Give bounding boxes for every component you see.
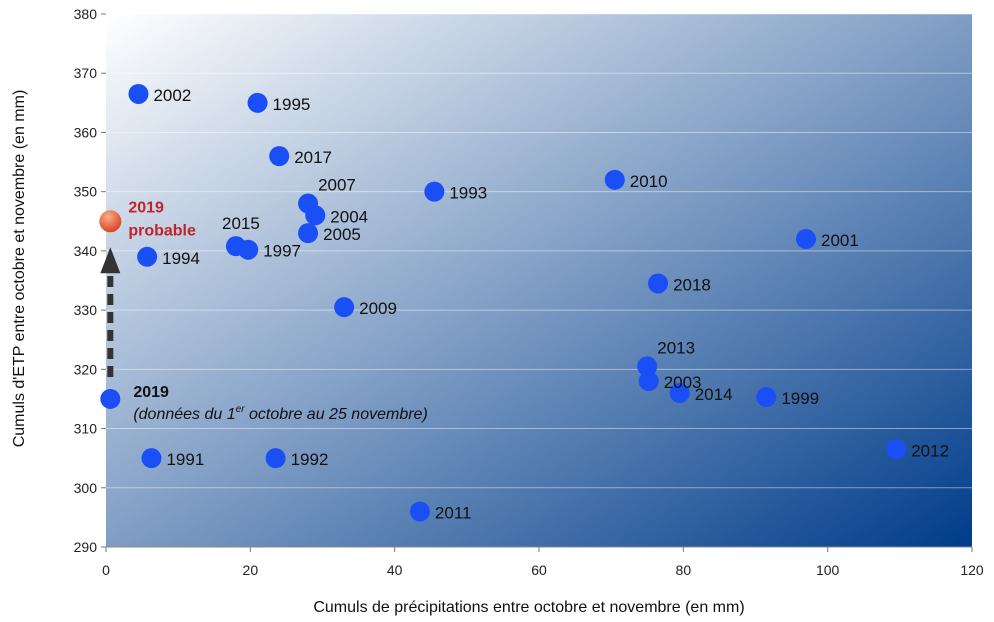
label-2011: 2011	[435, 503, 472, 522]
label-2007: 2007	[318, 176, 356, 195]
point-2018	[648, 273, 669, 294]
label-2015: 2015	[222, 214, 260, 233]
x-tick-label: 100	[816, 562, 840, 578]
y-tick-label: 330	[74, 302, 98, 318]
x-tick-label: 0	[102, 562, 110, 578]
label-1995: 1995	[273, 95, 311, 114]
y-axis-title: Cumuls d'ETP entre octobre et novembre (…	[11, 90, 28, 448]
note-superscript: er	[236, 404, 246, 415]
label-2009: 2009	[359, 299, 397, 318]
point-2010	[604, 169, 625, 190]
label-2013: 2013	[657, 338, 695, 357]
current-2019-note: (données du 1er octobre au 25 novembre)	[133, 404, 427, 423]
plot-area	[106, 14, 972, 547]
x-axis-title: Cumuls de précipitations entre octobre e…	[313, 599, 744, 616]
probable-label-year: 2019	[128, 199, 164, 216]
note-prefix: (données du 1	[133, 406, 235, 423]
label-2010: 2010	[630, 172, 668, 191]
point-1994	[137, 246, 158, 267]
label-2014: 2014	[695, 385, 733, 404]
y-tick-label: 320	[74, 361, 98, 377]
point-2009	[334, 297, 355, 318]
point-2017	[269, 146, 290, 167]
label-2017: 2017	[294, 148, 332, 167]
point-1995	[247, 92, 268, 113]
y-tick-label: 360	[74, 124, 98, 140]
probable-2019-point	[99, 210, 122, 233]
y-tick-label: 300	[74, 480, 98, 496]
label-1994: 1994	[162, 249, 200, 268]
annotations: 2019 probable 2019 (données du 1er octob…	[99, 199, 428, 423]
point-2014	[669, 383, 690, 404]
label-1999: 1999	[781, 389, 819, 408]
x-axis-ticks: 0 20 40 60 80 100 120	[102, 546, 984, 578]
label-2003: 2003	[664, 373, 702, 392]
point-1999	[756, 387, 777, 408]
label-1993: 1993	[449, 184, 487, 203]
y-tick-label: 310	[74, 421, 98, 437]
point-2013	[637, 356, 658, 377]
y-tick-label: 370	[74, 65, 98, 81]
y-tick-label: 340	[74, 243, 98, 259]
data-points	[100, 83, 907, 522]
label-2001: 2001	[821, 231, 859, 250]
point-2019-current	[100, 388, 121, 409]
y-tick-label: 290	[74, 539, 98, 555]
y-tick-label: 380	[74, 6, 98, 22]
y-axis-ticks: 290 300 310 320 330 340 350 360 370 380	[74, 6, 106, 555]
current-2019-label: 2019	[133, 384, 169, 401]
point-2012	[886, 439, 907, 460]
x-tick-label: 80	[676, 562, 692, 578]
point-2001	[796, 229, 817, 250]
point-2005	[298, 223, 319, 244]
point-1991	[141, 448, 162, 469]
y-tick-label: 350	[74, 184, 98, 200]
data-labels: 1991 1992 1993 1994 1995 1997 1999 2001 2002 2003…	[153, 86, 949, 523]
label-2018: 2018	[673, 275, 711, 294]
point-2015	[225, 236, 246, 257]
point-2003	[638, 371, 659, 392]
point-2011	[409, 501, 430, 522]
label-2005: 2005	[323, 225, 361, 244]
label-1992: 1992	[291, 450, 329, 469]
label-2004: 2004	[330, 207, 368, 226]
label-2012: 2012	[911, 441, 949, 460]
probable-label-text: probable	[128, 222, 196, 239]
note-suffix: octobre au 25 novembre)	[245, 406, 428, 423]
point-2002	[128, 83, 149, 104]
x-tick-label: 60	[531, 562, 547, 578]
label-1997: 1997	[263, 242, 301, 261]
x-tick-label: 120	[960, 562, 984, 578]
point-2007	[298, 193, 319, 214]
arrow-head	[100, 247, 121, 274]
point-1992	[265, 448, 286, 469]
label-2002: 2002	[153, 86, 191, 105]
point-1993	[424, 181, 445, 202]
x-tick-label: 20	[243, 562, 259, 578]
x-tick-label: 40	[387, 562, 403, 578]
label-1991: 1991	[166, 450, 204, 469]
